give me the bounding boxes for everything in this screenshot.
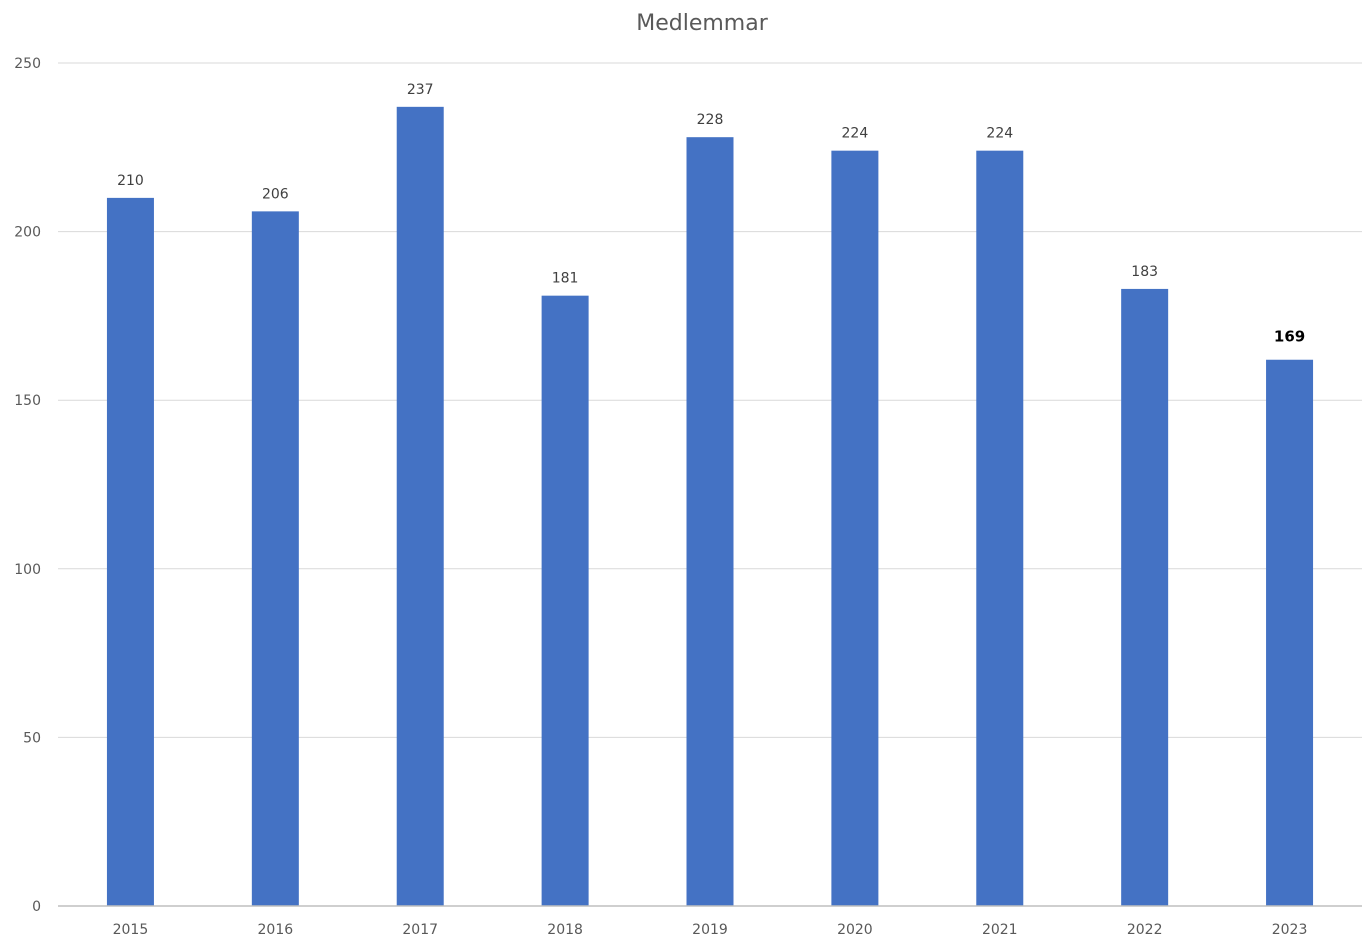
y-tick-label: 250	[14, 56, 41, 72]
x-tick-label-2018: 2018	[547, 922, 583, 937]
data-label-2015: 210	[117, 173, 144, 189]
y-tick-label: 0	[32, 899, 41, 915]
bar-2022	[1121, 288, 1169, 906]
bar-2019	[686, 137, 734, 906]
x-tick-label-2020: 2020	[837, 922, 873, 937]
bar-2016	[251, 211, 299, 907]
data-label-2022: 183	[1131, 264, 1158, 280]
bar-2015	[106, 197, 154, 906]
y-tick-label: 200	[14, 225, 41, 241]
chart-title: Medlemmar	[636, 11, 768, 36]
x-tick-label-2015: 2015	[113, 922, 149, 937]
x-axis-ticks: 2015 2016 2017 2018 2019 2020 2021 2022 2023	[113, 922, 1308, 937]
x-tick-label-2019: 2019	[692, 922, 728, 937]
x-tick-label-2017: 2017	[402, 922, 438, 937]
x-tick-label-2022: 2022	[1127, 922, 1163, 937]
data-label-2016: 206	[262, 186, 289, 202]
data-label-2021: 224	[986, 126, 1013, 142]
x-tick-label-2016: 2016	[258, 922, 294, 937]
bar-2018	[541, 295, 589, 907]
y-axis-ticks: 0 50 100 150 200 250	[14, 56, 41, 915]
y-tick-label: 150	[14, 393, 41, 409]
data-labels: 210 206 237 181 228 224 224 183 169	[117, 82, 1305, 346]
y-tick-label: 100	[14, 562, 41, 578]
bar-2023	[1266, 359, 1314, 907]
x-tick-label-2021: 2021	[982, 922, 1018, 937]
y-tick-label: 50	[23, 730, 41, 746]
data-label-2019: 228	[697, 112, 724, 128]
data-label-2017: 237	[407, 82, 434, 98]
bar-2020	[831, 150, 879, 906]
x-tick-label-2023: 2023	[1272, 922, 1308, 937]
bars	[106, 106, 1314, 907]
data-label-2023: 169	[1274, 328, 1305, 346]
bar-2017	[396, 106, 444, 906]
data-label-2020: 224	[842, 126, 869, 142]
bar-2021	[976, 150, 1024, 906]
data-label-2018: 181	[552, 271, 579, 287]
